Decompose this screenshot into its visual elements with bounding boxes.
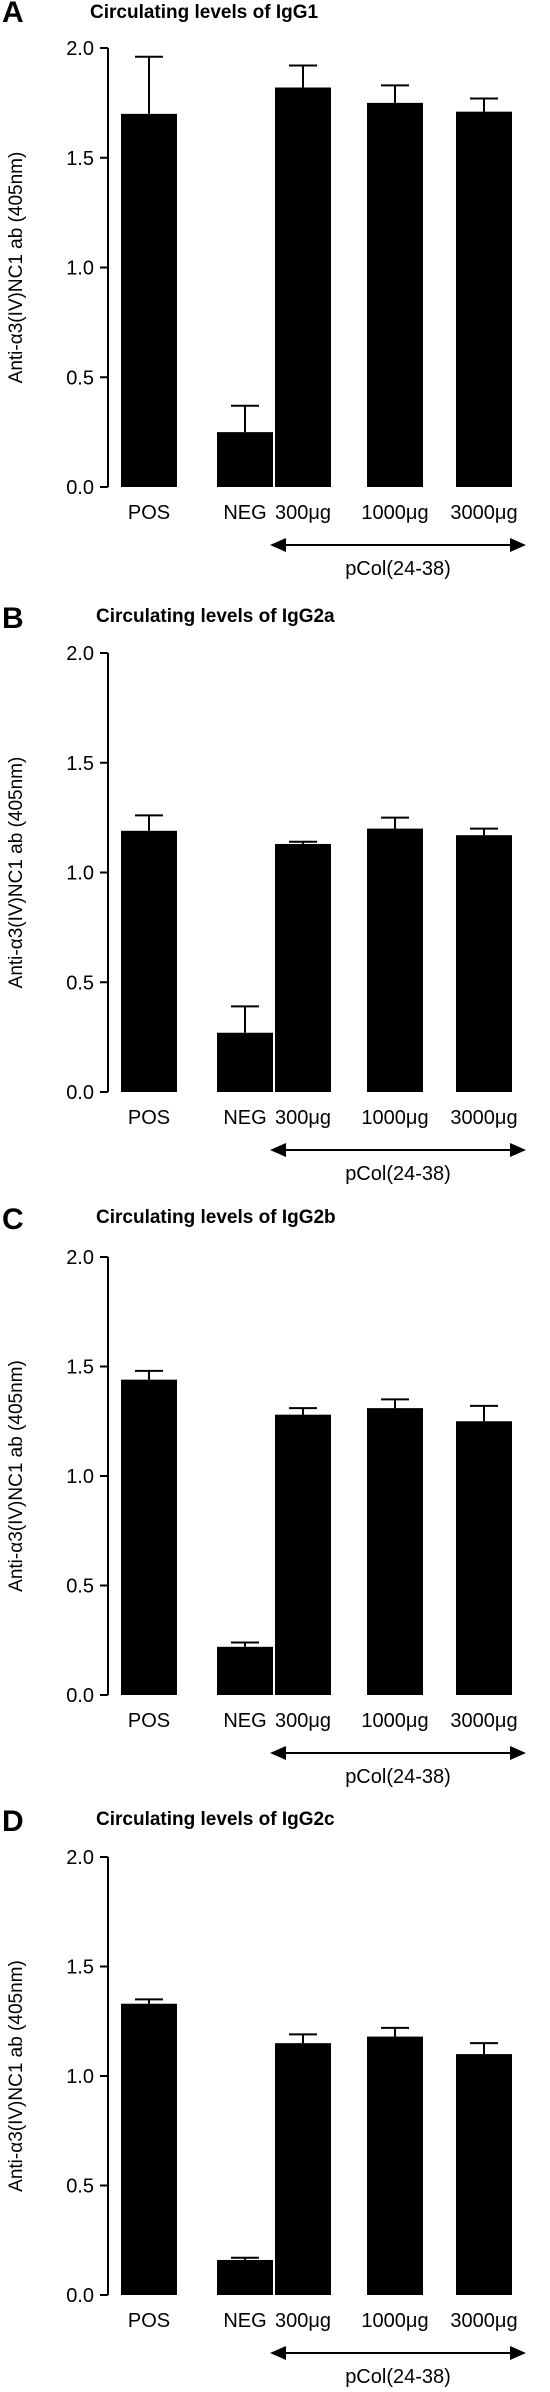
x-tick-label: 1000μg bbox=[361, 1107, 428, 1129]
y-tick-label: 2.0 bbox=[66, 38, 94, 60]
x-tick-label: 3000μg bbox=[450, 2310, 517, 2332]
y-axis-label: Anti-α3(IV)NC1 ab (405nm) bbox=[6, 757, 27, 989]
x-tick-label: POS bbox=[128, 1710, 170, 1732]
chart-panel-b: B Circulating levels of IgG2a 0.0 0.5 1.0 1.5… bbox=[2, 602, 526, 1185]
y-tick-label: 1.0 bbox=[66, 863, 94, 885]
bar bbox=[217, 1646, 273, 1695]
y-tick-label: 0.5 bbox=[66, 972, 94, 994]
bar bbox=[456, 2054, 512, 2295]
bar bbox=[121, 2003, 177, 2295]
bracket-label: pCol(24-38) bbox=[345, 558, 451, 580]
x-tick-label: NEG bbox=[223, 2310, 266, 2332]
bar bbox=[275, 2043, 331, 2295]
bracket-label: pCol(24-38) bbox=[345, 1766, 451, 1788]
x-tick-label: NEG bbox=[223, 1710, 266, 1732]
panel-letter: D bbox=[2, 1805, 24, 1838]
y-tick-label: 0.5 bbox=[66, 1576, 94, 1598]
y-tick-label: 1.0 bbox=[66, 2066, 94, 2088]
y-tick-label: 0.5 bbox=[66, 367, 94, 389]
y-tick-label: 2.0 bbox=[66, 643, 94, 665]
bar bbox=[275, 87, 331, 487]
bracket-arrow-left bbox=[270, 2346, 286, 2360]
bracket-arrow-right bbox=[510, 538, 526, 552]
y-tick-label: 2.0 bbox=[66, 1847, 94, 1869]
chart-title: Circulating levels of IgG2a bbox=[96, 606, 335, 627]
bar bbox=[456, 1421, 512, 1695]
x-tick-label: 1000μg bbox=[361, 1710, 428, 1732]
x-tick-label: 1000μg bbox=[361, 502, 428, 524]
bracket-arrow-left bbox=[270, 538, 286, 552]
chart-panel-c: C Circulating levels of IgG2b 0.0 0.5 1.0 1.5… bbox=[2, 1203, 526, 1788]
bracket-arrow-left bbox=[270, 1746, 286, 1760]
bar bbox=[367, 2036, 423, 2295]
x-tick-label: 3000μg bbox=[450, 1710, 517, 1732]
x-tick-label: 300μg bbox=[275, 2310, 331, 2332]
panel-letter: C bbox=[2, 1203, 24, 1236]
y-tick-label: 0.5 bbox=[66, 2176, 94, 2198]
chart-title: Circulating levels of IgG2c bbox=[96, 1809, 335, 1830]
bar bbox=[217, 432, 273, 487]
x-tick-label: 1000μg bbox=[361, 2310, 428, 2332]
bracket-arrow-right bbox=[510, 2346, 526, 2360]
y-tick-label: 1.5 bbox=[66, 1357, 94, 1379]
bar bbox=[367, 828, 423, 1092]
bar bbox=[121, 113, 177, 487]
x-tick-label: 300μg bbox=[275, 1710, 331, 1732]
y-tick-label: 1.0 bbox=[66, 1466, 94, 1488]
bar bbox=[275, 1414, 331, 1695]
bar bbox=[121, 1379, 177, 1695]
bar bbox=[217, 2259, 273, 2295]
chart-panel-a: A Circulating levels of IgG1 0.0 0.5 1.0 1.5 2… bbox=[2, 0, 526, 580]
x-tick-label: POS bbox=[128, 2310, 170, 2332]
y-tick-label: 0.0 bbox=[66, 2285, 94, 2307]
bracket-arrow-right bbox=[510, 1746, 526, 1760]
bracket-label: pCol(24-38) bbox=[345, 1163, 451, 1185]
y-axis-label: Anti-α3(IV)NC1 ab (405nm) bbox=[6, 1960, 27, 2192]
chart-panel-d: D Circulating levels of IgG2c 0.0 0.5 1.0 1.5… bbox=[2, 1805, 526, 2388]
x-tick-label: POS bbox=[128, 502, 170, 524]
y-tick-label: 1.5 bbox=[66, 753, 94, 775]
bracket-arrow-right bbox=[510, 1143, 526, 1157]
y-axis-label: Anti-α3(IV)NC1 ab (405nm) bbox=[6, 152, 27, 384]
bar bbox=[275, 843, 331, 1092]
bracket-label: pCol(24-38) bbox=[345, 2366, 451, 2388]
y-tick-label: 0.0 bbox=[66, 1082, 94, 1104]
bracket-arrow-left bbox=[270, 1143, 286, 1157]
x-tick-label: POS bbox=[128, 1107, 170, 1129]
y-tick-label: 0.0 bbox=[66, 477, 94, 499]
panel-letter: B bbox=[2, 602, 24, 635]
chart-title: Circulating levels of IgG2b bbox=[96, 1207, 336, 1228]
y-tick-label: 0.0 bbox=[66, 1685, 94, 1707]
x-tick-label: 3000μg bbox=[450, 502, 517, 524]
bar bbox=[367, 102, 423, 487]
bar bbox=[456, 111, 512, 487]
y-tick-label: 1.5 bbox=[66, 148, 94, 170]
x-tick-label: 3000μg bbox=[450, 1107, 517, 1129]
x-tick-label: 300μg bbox=[275, 502, 331, 524]
bar bbox=[456, 835, 512, 1092]
x-tick-label: 300μg bbox=[275, 1107, 331, 1129]
bar bbox=[217, 1032, 273, 1092]
x-tick-label: NEG bbox=[223, 502, 266, 524]
chart-title: Circulating levels of IgG1 bbox=[90, 2, 318, 23]
y-tick-label: 1.0 bbox=[66, 258, 94, 280]
bar bbox=[367, 1408, 423, 1695]
y-axis-label: Anti-α3(IV)NC1 ab (405nm) bbox=[6, 1360, 27, 1592]
y-tick-label: 2.0 bbox=[66, 1247, 94, 1269]
y-tick-label: 1.5 bbox=[66, 1957, 94, 1979]
x-tick-label: NEG bbox=[223, 1107, 266, 1129]
bar bbox=[121, 830, 177, 1092]
panel-letter: A bbox=[2, 0, 24, 29]
